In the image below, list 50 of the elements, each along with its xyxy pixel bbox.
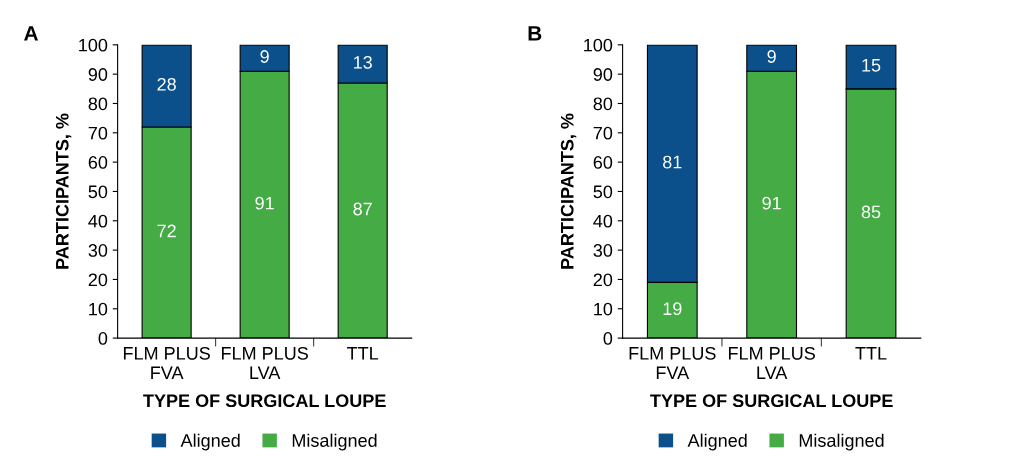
x-tick-label: FLM PLUS FVA — [123, 346, 210, 379]
y-tick-label: 60 — [593, 156, 613, 169]
y-axis-title: PARTICIPANTS, % — [560, 113, 577, 269]
y-tick-label: 80 — [593, 97, 613, 111]
data-label: 19 — [663, 302, 682, 316]
y-tick-label: 80 — [88, 97, 108, 111]
y-tick-label: 70 — [593, 126, 613, 140]
y-tick-label: 10 — [89, 302, 108, 316]
y-tick-label: 40 — [593, 214, 613, 228]
y-tick-label: 100 — [584, 38, 613, 52]
y-tick-label: 50 — [88, 185, 108, 199]
y-tick-label: 20 — [593, 273, 613, 287]
y-tick-label: 100 — [79, 38, 108, 52]
x-tick-label: FLM PLUS LVA — [728, 346, 815, 379]
legend-label: Misaligned — [292, 433, 377, 451]
data-label: 81 — [663, 155, 682, 169]
y-tick-label: 90 — [593, 68, 613, 81]
legend-label: Misaligned — [799, 433, 884, 451]
y-tick-label: 0 — [603, 332, 613, 345]
y-tick-label: 20 — [88, 273, 108, 287]
y-tick-label: 70 — [88, 126, 108, 140]
data-label: 85 — [861, 205, 881, 219]
y-tick-label: 0 — [98, 332, 108, 345]
data-label: 91 — [255, 196, 274, 210]
y-tick-label: 50 — [593, 185, 613, 199]
data-label: 87 — [353, 202, 372, 216]
data-label: 72 — [157, 224, 176, 238]
y-tick-label: 10 — [594, 302, 613, 316]
x-tick-label: TTL — [347, 347, 379, 360]
data-label: 28 — [157, 77, 176, 91]
data-label: 9 — [767, 50, 776, 63]
data-label: 91 — [762, 196, 781, 210]
x-tick-label: FLM PLUS LVA — [221, 346, 308, 379]
x-axis-title: TYPE OF SURGICAL LOUPE — [650, 394, 893, 408]
y-tick-label: 30 — [593, 244, 613, 257]
data-label: 15 — [862, 59, 881, 72]
legend-label: Aligned — [687, 433, 747, 451]
data-label: 13 — [354, 55, 372, 69]
legend-label: Aligned — [180, 433, 240, 451]
chart-title: A — [24, 26, 39, 41]
x-axis-title: TYPE OF SURGICAL LOUPE — [143, 394, 386, 408]
x-tick-label: TTL — [855, 347, 887, 360]
y-tick-label: 90 — [88, 68, 108, 81]
y-axis-title: PARTICIPANTS, % — [55, 113, 72, 269]
y-tick-label: 60 — [88, 156, 108, 169]
chart-title: B — [528, 26, 542, 41]
data-label: 9 — [260, 50, 269, 63]
y-tick-label: 30 — [88, 244, 108, 257]
y-tick-label: 40 — [88, 214, 108, 228]
x-tick-label: FLM PLUS FVA — [629, 346, 716, 379]
